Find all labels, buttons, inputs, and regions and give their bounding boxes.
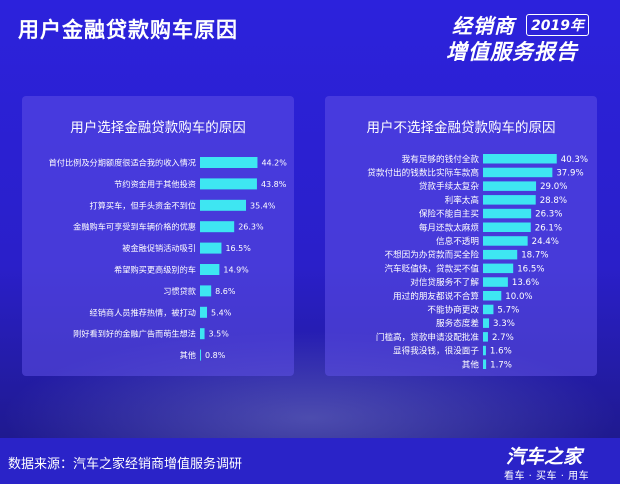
value-label: 37.9% (556, 168, 583, 178)
value-label: 5.7% (497, 305, 519, 315)
bar (200, 221, 235, 233)
bar (483, 208, 532, 219)
value-label: 1.6% (490, 347, 512, 357)
category-label: 贷款付出的钱数比实际车款高 (367, 166, 479, 178)
category-label: 对信贷服务不了解 (410, 276, 479, 288)
bar (200, 157, 258, 168)
bar (200, 242, 222, 254)
bar (483, 277, 508, 287)
footer: 数据来源：汽车之家经销商增值服务调研 汽车之家 看车 · 买车 · 用车 (0, 438, 620, 484)
bar (483, 236, 528, 246)
bar (483, 263, 514, 274)
value-label: 43.8% (261, 180, 287, 189)
bar (483, 345, 486, 356)
right-bar-chart: 我有足够的钱付全款 40.3% 贷款付出的钱数比实际车款高 37.9% 贷款手续太复杂 2… (367, 153, 588, 371)
value-label: 24.4% (532, 237, 559, 247)
value-label: 26.1% (535, 223, 562, 233)
value-label: 1.7% (490, 360, 512, 370)
category-label: 其他 (462, 358, 480, 370)
bar (200, 264, 220, 275)
badge-line1: 经销商 (452, 14, 515, 38)
category-label: 不想因为办贷款而买全险 (384, 249, 479, 261)
category-label: 节约资金用于其他投资 (114, 179, 196, 189)
page-title: 用户金融贷款购车原因 (18, 18, 238, 42)
value-label: 14.9% (223, 266, 249, 275)
badge-line2: 增值服务报告 (446, 40, 578, 64)
bar (483, 181, 537, 191)
category-label: 打算买车，但手头资金不到位 (90, 200, 196, 210)
bar (483, 195, 536, 205)
category-label: 刚好看到好的金融广告而萌生想法 (73, 329, 196, 339)
bar (483, 291, 502, 301)
value-label: 40.3% (561, 155, 588, 165)
value-label: 5.4% (211, 308, 232, 317)
category-label: 门槛高，贷款申请没配批准 (376, 331, 480, 343)
value-label: 28.8% (540, 196, 567, 206)
left-chart-title: 用户选择金融贷款购车的原因 (70, 120, 246, 136)
bar (200, 285, 212, 297)
category-label: 金融购车可享受到车辆价格的优惠 (73, 222, 196, 232)
bar (483, 249, 518, 260)
category-label: 被金融促销活动吸引 (122, 243, 196, 253)
category-label: 希望购买更高级别的车 (114, 265, 196, 275)
value-label: 29.0% (540, 182, 567, 192)
report-badge: 经销商 2019年 增值服务报告 (446, 10, 608, 64)
value-label: 8.6% (215, 287, 236, 296)
bar (200, 328, 205, 340)
category-label: 显得我没钱，很没面子 (393, 345, 479, 357)
category-label: 我有足够的钱付全款 (402, 153, 480, 165)
category-label: 用过的朋友都说不合算 (393, 290, 479, 302)
value-label: 18.7% (521, 251, 548, 261)
category-label: 保险不能自主买 (419, 208, 480, 220)
brand-logo-text: 汽车之家 (506, 446, 583, 468)
category-label: 不能协商更改 (427, 303, 479, 315)
category-label: 每月还款太麻烦 (419, 221, 480, 233)
right-chart-panel: 用户不选择金融贷款购车的原因 我有足够的钱付全款 40.3% 贷款付出的钱数比实际车… (325, 96, 597, 376)
bar (200, 306, 208, 318)
value-label: 2.7% (492, 333, 514, 343)
category-label: 经销商人员推荐热情，被打动 (90, 307, 196, 317)
brand-slogan: 看车 · 买车 · 用车 (504, 471, 590, 482)
value-label: 26.3% (535, 210, 562, 220)
category-label: 习惯贷款 (163, 286, 196, 296)
category-label: 服务态度差 (436, 317, 479, 329)
value-label: 35.4% (250, 201, 276, 210)
category-label: 贷款手续太复杂 (419, 180, 480, 192)
value-label: 10.0% (505, 292, 532, 302)
value-label: 3.3% (493, 319, 515, 329)
bar (200, 349, 202, 361)
bar (200, 178, 257, 190)
value-label: 16.5% (225, 244, 251, 253)
bar (483, 332, 488, 342)
bar (483, 359, 487, 369)
data-source: 数据来源：汽车之家经销商增值服务调研 (8, 457, 243, 472)
left-chart-panel: 用户选择金融贷款购车的原因 首付比例及分期额度很适合我的收入情况 44.2% 节约资… (22, 96, 294, 376)
badge-year: 2019年 (526, 14, 589, 36)
value-label: 3.5% (209, 330, 230, 339)
category-label: 汽车贬值快，贷款买不值 (384, 262, 479, 274)
right-chart-title: 用户不选择金融贷款购车的原因 (366, 120, 556, 136)
value-label: 16.5% (517, 264, 544, 274)
value-label: 26.3% (238, 223, 264, 232)
value-label: 13.6% (512, 278, 539, 288)
category-label: 利率太高 (445, 194, 480, 206)
bar (483, 222, 531, 232)
category-label: 首付比例及分期额度很适合我的收入情况 (49, 158, 196, 168)
bar (200, 199, 247, 211)
value-label: 44.2% (261, 159, 287, 168)
bar (483, 154, 557, 164)
left-bar-chart: 首付比例及分期额度很适合我的收入情况 44.2% 节约资金用于其他投资 43.8% 打算… (49, 157, 287, 361)
bar (483, 304, 494, 315)
category-label: 信息不透明 (436, 235, 479, 247)
bar (483, 167, 553, 178)
category-label: 其他 (180, 350, 196, 360)
bar (483, 318, 490, 328)
value-label: 0.8% (205, 351, 226, 360)
